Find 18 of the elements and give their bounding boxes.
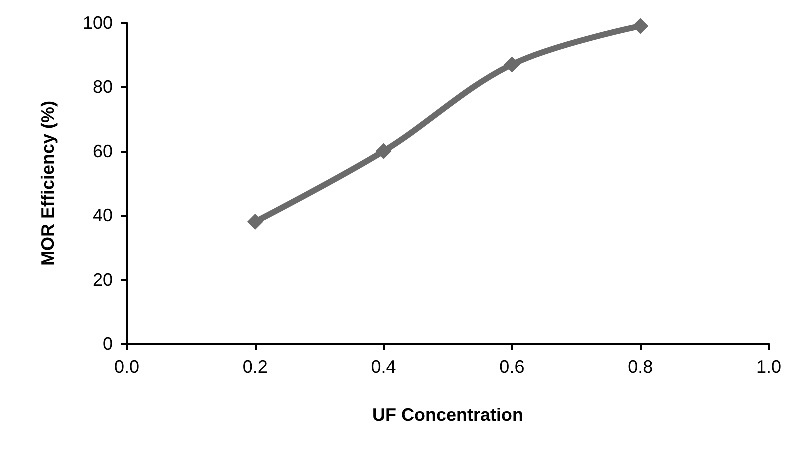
x-tick-label: 0.2 [242,357,268,377]
x-tick-label: 0.8 [628,357,654,377]
x-tick-label: 0.0 [114,357,140,377]
y-tick-label: 40 [92,206,113,226]
x-tick-label: 1.0 [756,357,782,377]
y-axis-title: MOR Efficiency (%) [38,100,58,266]
x-tick-label: 0.6 [500,357,525,377]
point [376,143,392,160]
x-axis-title: UF Concentration [372,405,524,425]
x-tick-label: 0.4 [371,357,396,377]
y-tick-label: 0 [102,334,113,354]
point [632,18,649,34]
y-tick-label: 80 [92,77,113,98]
point [247,214,264,230]
y-tick-label: 60 [92,141,113,162]
point [504,56,520,73]
y-tick-label: 100 [82,13,113,33]
y-tick-label: 20 [92,270,113,290]
